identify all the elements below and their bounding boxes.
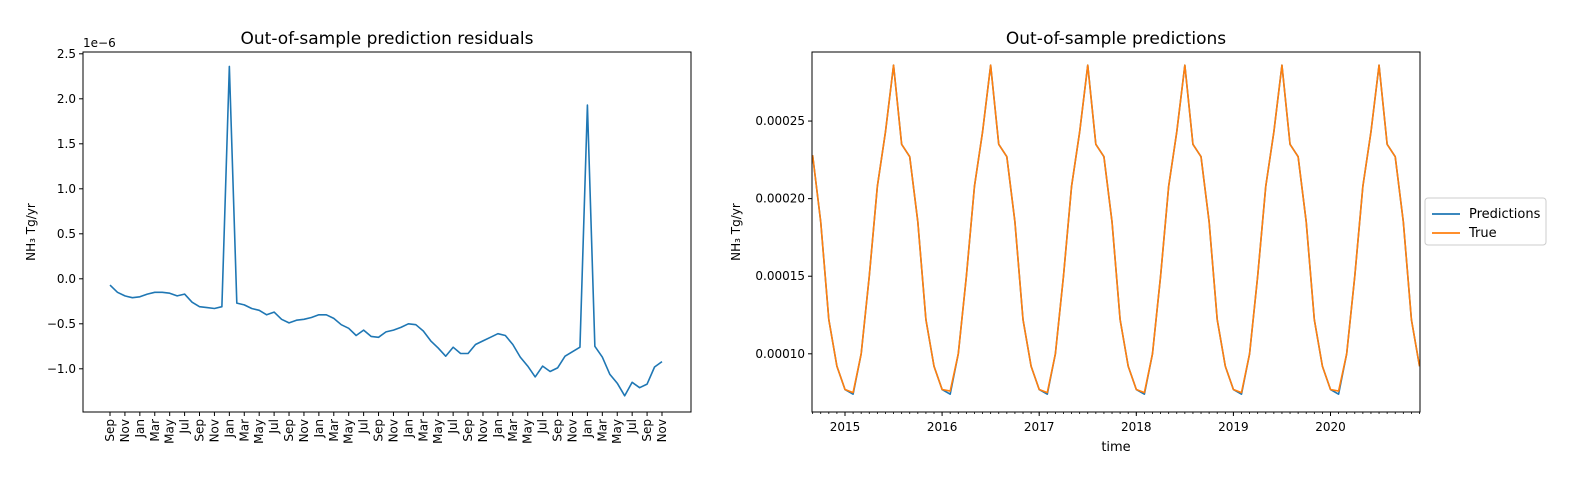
residuals-x-tick-label: Mar [595, 419, 609, 442]
residuals-plot-frame [82, 51, 692, 413]
residuals-x-tick-label: Sep [193, 419, 207, 442]
predictions-y-tick-label: 0.00015 [755, 269, 805, 283]
predictions-x-tick-label: 2015 [830, 420, 861, 434]
residuals-x-tick-label: Sep [551, 419, 565, 442]
residuals-x-tick-label: Mar [237, 419, 251, 442]
residuals-x-tick-label: Nov [297, 419, 311, 442]
residuals-x-tick-label: Nov [118, 419, 132, 442]
predictions-x-axis-label: time [1101, 440, 1130, 455]
predictions-chart: Out-of-sample predictions NH₃ Tg/yr time… [729, 29, 1547, 455]
residuals-x-tick-label: May [163, 419, 177, 444]
residuals-y-tick-label: −1.0 [47, 362, 76, 376]
predictions-x-tick-label: 2017 [1024, 420, 1055, 434]
legend: Predictions True [1424, 197, 1547, 246]
predictions-y-tick-label: 0.00010 [755, 347, 805, 361]
residuals-y-tick-label: 2.5 [57, 47, 76, 61]
residuals-x-tick-label: Jan [580, 419, 594, 439]
residuals-x-tick-label: May [252, 419, 266, 444]
predictions-x-tick-label: 2019 [1218, 420, 1249, 434]
residuals-x-tick-label: Jan [133, 419, 147, 439]
residuals-x-tick-label: Jan [401, 419, 415, 439]
residuals-x-tick-label: Sep [282, 419, 296, 442]
predictions-x-tick-label: 2018 [1121, 420, 1152, 434]
residuals-x-tick-label: Jul [536, 419, 550, 434]
residuals-x-tick-label: May [342, 419, 356, 444]
residuals-y-tick-label: 2.0 [57, 92, 76, 106]
residuals-y-tick-label: 0.0 [57, 272, 76, 286]
residuals-x-tick-label: Sep [640, 419, 654, 442]
predictions-chart-title: Out-of-sample predictions [1006, 29, 1226, 49]
residuals-x-tick-label: May [431, 419, 445, 444]
residuals-x-tick-label: Jul [267, 419, 281, 434]
predictions-y-axis-label: NH₃ Tg/yr [729, 203, 743, 261]
legend-label-true: True [1468, 226, 1497, 241]
residuals-x-tick-label: Mar [416, 419, 430, 442]
residuals-y-axis-label: NH₃ Tg/yr [24, 203, 38, 261]
residuals-x-tick-label: Jul [625, 419, 639, 434]
residuals-x-tick-label: Nov [207, 419, 221, 442]
residuals-x-tick-label: Nov [655, 419, 669, 442]
residuals-x-tick-label: Sep [461, 419, 475, 442]
residuals-x-tick-label: Jan [222, 419, 236, 439]
residuals-x-tick-label: Nov [476, 419, 490, 442]
predictions-x-tick-label: 2020 [1315, 420, 1346, 434]
residuals-x-tick-label: Jul [178, 419, 192, 434]
residuals-x-tick-label: Jul [357, 419, 371, 434]
residuals-y-tick-label: −0.5 [47, 317, 76, 331]
residuals-x-tick-label: Mar [506, 419, 520, 442]
residuals-chart: Out-of-sample prediction residuals 1e−6 … [24, 29, 692, 444]
residuals-x-tick-label: Jan [312, 419, 326, 439]
residuals-series-line [109, 65, 663, 397]
residuals-x-tick-label: Jul [446, 419, 460, 434]
legend-label-predictions: Predictions [1469, 207, 1541, 222]
predictions-series-line-true [811, 64, 1421, 394]
predictions-x-tick-label: 2016 [927, 420, 958, 434]
residuals-x-tick-label: Nov [386, 419, 400, 442]
residuals-x-tick-label: Mar [327, 419, 341, 442]
residuals-x-tick-label: Mar [148, 419, 162, 442]
residuals-y-offset-label: 1e−6 [83, 36, 116, 50]
residuals-x-tick-label: Jan [491, 419, 505, 439]
residuals-x-tick-label: Sep [103, 419, 117, 442]
predictions-plot-frame [811, 51, 1421, 413]
residuals-x-tick-label: Nov [565, 419, 579, 442]
residuals-chart-title: Out-of-sample prediction residuals [241, 29, 534, 49]
predictions-series-line-predictions [811, 64, 1421, 395]
residuals-y-tick-label: 0.5 [57, 227, 76, 241]
predictions-y-tick-label: 0.00025 [755, 114, 805, 128]
residuals-y-tick-label: 1.5 [57, 137, 76, 151]
residuals-y-tick-label: 1.0 [57, 182, 76, 196]
residuals-x-tick-label: Sep [372, 419, 386, 442]
residuals-x-tick-label: May [610, 419, 624, 444]
predictions-y-tick-label: 0.00020 [755, 192, 805, 206]
residuals-x-tick-label: May [521, 419, 535, 444]
